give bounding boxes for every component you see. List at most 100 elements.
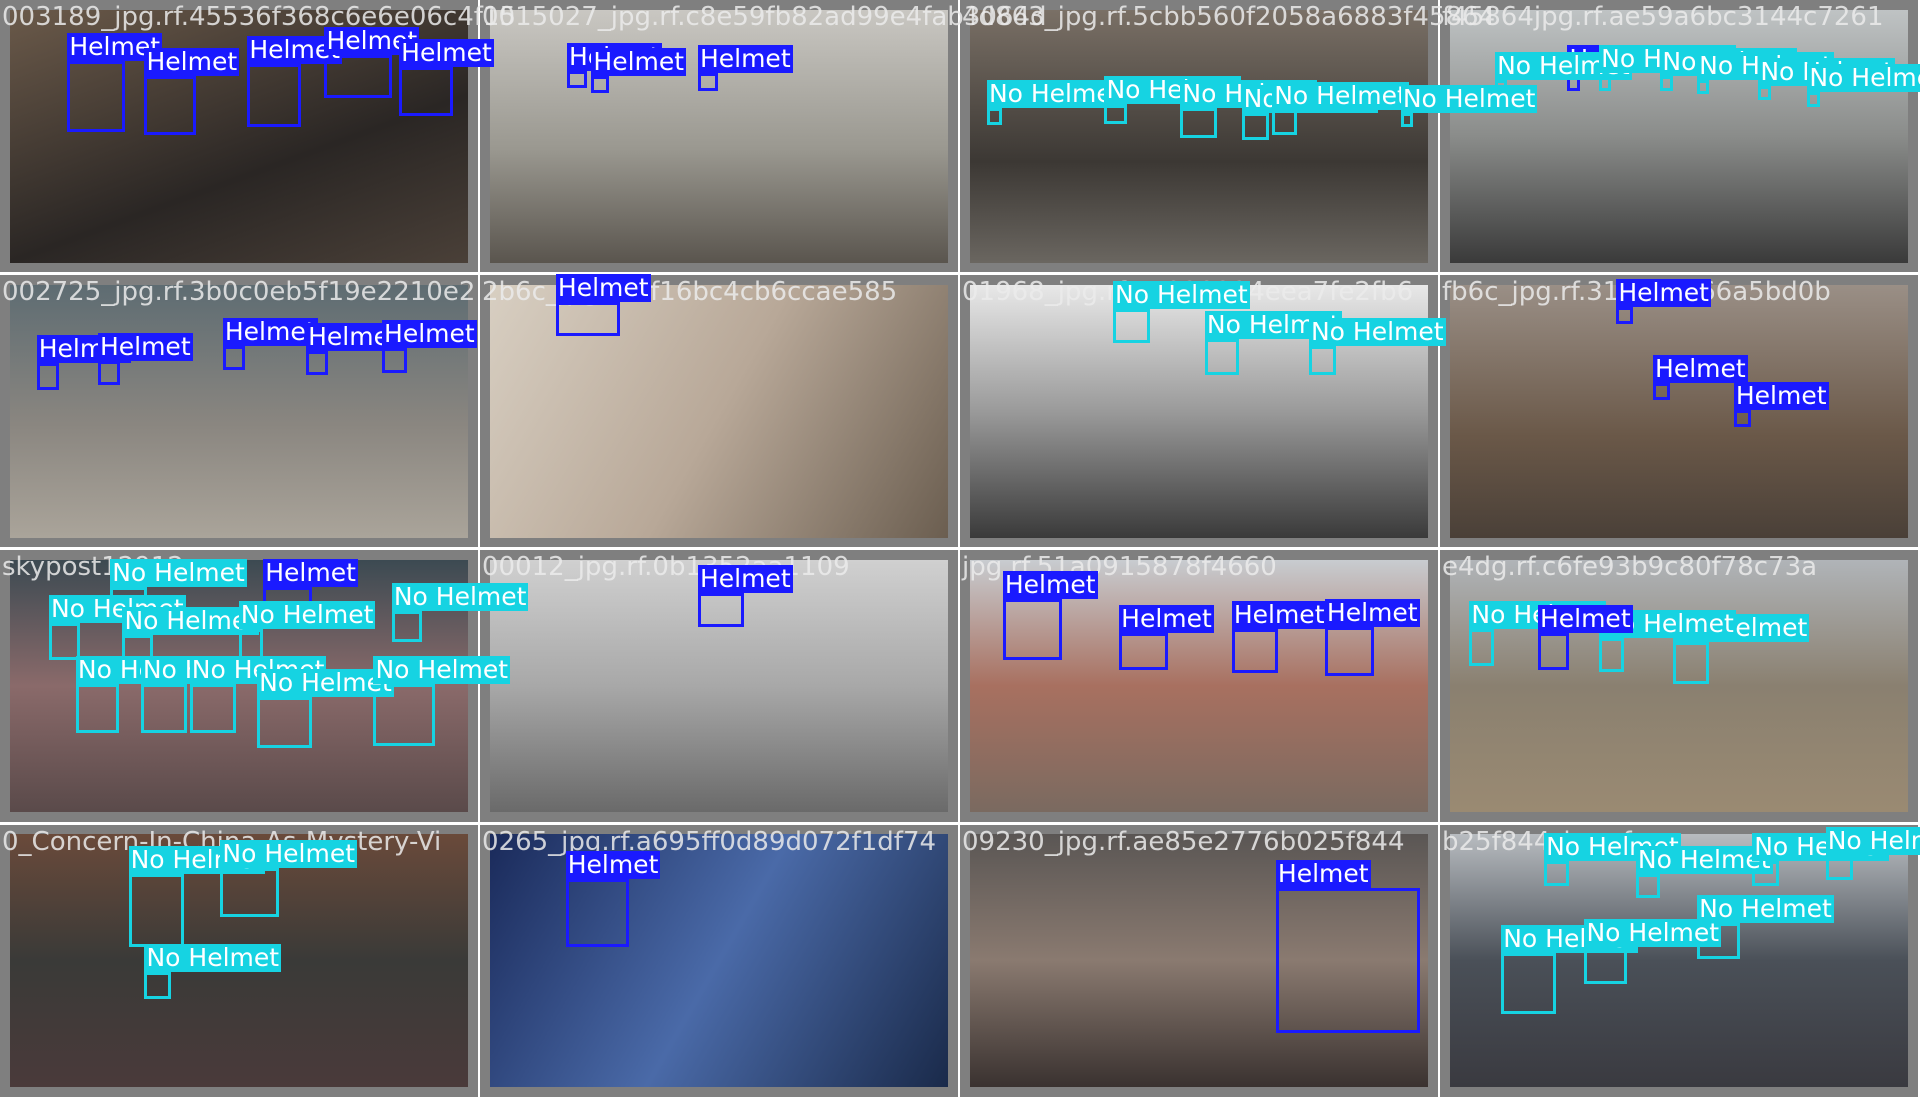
bounding-box	[399, 67, 454, 117]
bounding-box	[140, 684, 188, 734]
filename: e4dg.rf.c6fe93b9c80f78c73a	[1442, 551, 1818, 582]
box-label: Helmet	[144, 46, 240, 76]
image-tile: 003189_jpg.rf.45536f368c6e6e06c4f15 Helme…	[0, 0, 516, 273]
bounding-box	[1119, 633, 1169, 670]
bounding-box	[144, 75, 196, 135]
box-label: No Helmet	[1807, 63, 1920, 92]
box-label: No Helmet	[257, 667, 394, 697]
bounding-box	[1308, 345, 1336, 376]
filename: f45864jpg.rf.ae59a6bc3144c7261	[1442, 2, 1884, 32]
box-label: No Helmet	[1272, 81, 1409, 111]
filename: 0265_jpg.rf.a695ff0d89d072f1df74	[482, 826, 937, 857]
image-tile: 0265_jpg.rf.a695ff0d89d072f1df74 Helmet	[480, 824, 958, 1098]
bounding-box	[1241, 112, 1269, 140]
image-tile: 01968_jpg.rf.17939334eea7fe2fb6No Helmet…	[960, 274, 1446, 548]
box-label: Helmet	[1324, 597, 1420, 627]
photo	[1449, 834, 1908, 1088]
box-label: Helmet	[382, 319, 477, 349]
image-tile: 0_Concern-In-China-As-Mystery-ViNo Helme…	[0, 824, 478, 1098]
filename: 003189_jpg.rf.45536f368c6e6e06c4f15	[2, 2, 516, 32]
bounding-box	[1231, 629, 1279, 674]
bounding-box	[222, 345, 245, 371]
bounding-box	[1272, 110, 1297, 135]
box-label: Helmet	[697, 563, 793, 593]
bounding-box	[566, 71, 587, 89]
box-label: Helmet	[97, 331, 193, 361]
image-tile: 4d863_jpg.rf.5cbb560f2058a6883f45864 No H…	[960, 0, 1538, 273]
bounding-box	[697, 592, 745, 627]
bounding-box	[97, 360, 120, 386]
bounding-box	[1660, 75, 1673, 91]
box-label: Helmet	[555, 272, 651, 302]
box-label: No Helmet	[122, 606, 260, 636]
image-tile: 09230_jpg.rf.ae85e2776b025f844 Helmet	[960, 824, 1438, 1098]
bounding-box	[48, 623, 80, 660]
bounding-box	[1400, 112, 1414, 128]
image-tile: f45864jpg.rf.ae59a6bc3144c7261HelmetNo H…	[1440, 0, 1920, 273]
filename: 0015027_jpg.rf.c8e59fb82ad99e4fab3064d	[482, 2, 1047, 32]
box-label: Helmet	[591, 46, 687, 76]
bounding-box	[565, 878, 630, 948]
box-label: Helmet	[1616, 277, 1711, 307]
bounding-box	[144, 971, 172, 999]
bounding-box	[75, 684, 119, 734]
image-tile: fb6c_jpg.rf.314ac1466a5bd0bHelmetHelmetH…	[1440, 274, 1918, 548]
bounding-box	[247, 63, 302, 128]
bounding-box	[697, 73, 718, 91]
box-label: Helmet	[1231, 600, 1327, 630]
bounding-box	[257, 696, 313, 749]
bounding-box	[1469, 629, 1494, 667]
bounding-box	[1616, 306, 1634, 324]
box-label: Helmet	[1653, 353, 1748, 383]
box-label: No Helmet	[373, 655, 511, 685]
image-tile: 002725_jpg.rf.3b0c0eb5f19e2210e2 Helmet He…	[0, 274, 478, 548]
box-label: No Helmet	[1697, 893, 1834, 923]
bounding-box	[128, 873, 184, 948]
box-label: No Helmet	[1400, 83, 1538, 113]
filename: 09230_jpg.rf.ae85e2776b025f844	[962, 826, 1405, 857]
box-label: No Helmet	[220, 838, 358, 868]
box-label: Helmet	[697, 44, 793, 74]
bounding-box	[1204, 338, 1240, 376]
box-label: No Helmet	[144, 942, 282, 972]
bounding-box	[1113, 309, 1150, 344]
bounding-box	[1758, 85, 1771, 101]
bounding-box	[1501, 953, 1557, 1015]
bounding-box	[36, 363, 59, 390]
bounding-box	[373, 684, 435, 746]
filename: 4d863_jpg.rf.5cbb560f2058a6883f45864	[962, 2, 1496, 32]
box-label: No Helmet	[1113, 280, 1250, 310]
bounding-box	[1537, 633, 1569, 670]
box-label: Helmet	[1275, 859, 1371, 889]
bounding-box	[555, 301, 620, 337]
image-tile: 2b6c_jpg.rf.7f16bc4cb6ccae585 Helmet	[480, 272, 958, 548]
bounding-box	[67, 61, 125, 133]
photo	[489, 284, 948, 538]
box-label: No Helmet	[391, 582, 529, 611]
bounding-box	[306, 350, 329, 376]
bounding-box	[1275, 888, 1421, 1033]
bounding-box	[1653, 382, 1671, 400]
bounding-box	[591, 75, 609, 94]
bounding-box	[189, 684, 237, 734]
bounding-box	[220, 867, 280, 917]
bounding-box	[324, 55, 392, 98]
image-tile: 0015027_jpg.rf.c8e59fb82ad99e4fab3064d He…	[480, 0, 1046, 273]
filename: 00012_jpg.rf.0b1352aa1109	[482, 551, 850, 582]
bounding-box	[382, 348, 407, 373]
bounding-box	[1697, 79, 1710, 95]
bounding-box	[1544, 861, 1569, 886]
photo	[1449, 559, 1908, 813]
bounding-box	[1733, 409, 1752, 427]
box-label: Helmet	[565, 849, 661, 879]
box-label: No Helmet	[1308, 316, 1446, 346]
box-label: Helmet	[1002, 569, 1098, 599]
bounding-box	[1002, 598, 1062, 660]
bounding-box	[1599, 637, 1624, 673]
photo	[1449, 284, 1908, 538]
box-label: Helmet	[1119, 604, 1214, 634]
bounding-box	[1672, 641, 1710, 685]
